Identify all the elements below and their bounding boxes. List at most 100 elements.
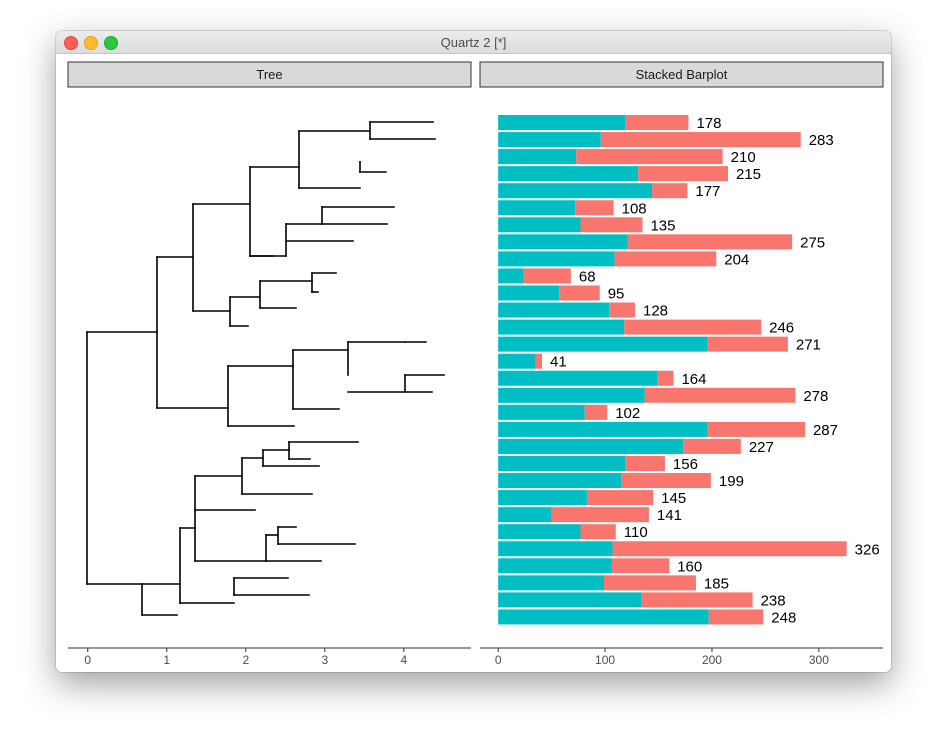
barplot-x-tick-label: 0 — [495, 653, 502, 667]
bar-segment-b — [614, 251, 717, 267]
maximize-icon[interactable] — [104, 36, 118, 50]
tree-strip-title: Tree — [256, 67, 282, 82]
bar-segment-b — [638, 166, 728, 182]
bar-total-label: 102 — [615, 405, 640, 422]
bar-segment-b — [584, 404, 608, 420]
bar-segment-a — [498, 490, 587, 506]
bar-segment-a — [498, 558, 612, 574]
barplot-strip-title: Stacked Barplot — [636, 67, 728, 82]
tree-x-tick-label: 0 — [84, 653, 91, 667]
tree-x-tick-label: 4 — [400, 653, 407, 667]
bar-total-label: 156 — [673, 456, 698, 473]
bar-segment-a — [498, 456, 626, 471]
bar-segment-a — [498, 234, 628, 250]
tree-strip — [67, 61, 472, 88]
bar-total-label: 177 — [695, 183, 720, 200]
bar-segment-b — [551, 507, 649, 523]
bar-total-label: 145 — [661, 490, 686, 507]
bar-total-label: 135 — [650, 217, 675, 234]
bar-total-label: 210 — [731, 149, 756, 166]
bar-total-label: 128 — [643, 303, 668, 320]
bar-segment-a — [498, 166, 639, 182]
bar-total-label: 238 — [761, 592, 786, 609]
bar-segment-b — [604, 575, 696, 591]
bar-total-label: 108 — [622, 200, 647, 217]
bar-total-label: 246 — [769, 320, 794, 337]
bar-segment-a — [498, 319, 625, 335]
tree-panel: Tree 0 1 2 3 4 — [67, 61, 472, 667]
bar-segment-b — [624, 319, 762, 335]
bar-segment-a — [498, 421, 708, 437]
bar-segment-a — [498, 524, 581, 540]
bar-segment-a — [498, 370, 658, 386]
tree-x-tick-label: 3 — [321, 653, 328, 667]
barplot-x-tick-label: 200 — [702, 653, 722, 667]
bar-segment-a — [498, 149, 577, 165]
bar-total-label: 68 — [579, 268, 596, 285]
bar-segment-a — [498, 336, 708, 352]
bar-segment-a — [498, 353, 536, 369]
bar-total-label: 283 — [809, 132, 834, 149]
bar-segment-a — [498, 302, 610, 318]
bar-segment-b — [580, 524, 616, 540]
bar-segment-b — [586, 490, 654, 506]
bar-segment-b — [657, 370, 674, 386]
barplot-x-tick-label: 300 — [809, 653, 829, 667]
bar-segment-a — [498, 438, 684, 454]
bar-total-label: 178 — [696, 115, 721, 132]
bar-segment-b — [612, 541, 847, 557]
bar-segment-a — [498, 251, 615, 267]
bar-segment-b — [559, 285, 600, 301]
bar-segment-b — [621, 473, 711, 489]
bar-total-label: 278 — [803, 388, 828, 405]
bar-segment-b — [575, 200, 614, 216]
title-bar[interactable]: Quartz 2 [*] — [56, 31, 891, 54]
bar-total-label: 326 — [855, 541, 880, 558]
bar-segment-b — [576, 149, 723, 165]
bar-segment-b — [523, 268, 571, 284]
bar-segment-a — [498, 387, 645, 403]
bar-segment-a — [498, 183, 653, 199]
bar-total-label: 41 — [550, 354, 567, 371]
bar-segment-b — [535, 353, 542, 369]
bar-segment-a — [498, 473, 622, 489]
bar-segment-a — [498, 285, 560, 301]
bar-total-label: 287 — [813, 422, 838, 439]
bar-segment-b — [644, 387, 796, 403]
bar-total-label: 141 — [657, 507, 682, 524]
bar-segment-b — [600, 132, 801, 148]
bar-segment-a — [498, 541, 613, 557]
window-title: Quartz 2 [*] — [440, 35, 507, 50]
bar-segment-b — [609, 302, 635, 318]
bar-segment-a — [498, 575, 604, 591]
bar-total-label: 227 — [749, 439, 774, 456]
barplot-strip — [479, 61, 884, 88]
bar-segment-b — [707, 336, 788, 352]
bar-total-label: 248 — [771, 609, 796, 626]
bar-total-label: 160 — [677, 558, 702, 575]
bar-segment-a — [498, 115, 626, 130]
bar-segment-a — [498, 217, 581, 233]
bar-segment-a — [498, 268, 524, 284]
bar-total-label: 204 — [724, 251, 749, 268]
close-icon[interactable] — [64, 36, 78, 50]
bar-total-label: 185 — [704, 575, 729, 592]
bar-segment-b — [611, 558, 670, 574]
bar-total-label: 271 — [796, 337, 821, 354]
bar-total-label: 215 — [736, 166, 761, 183]
bar-total-label: 110 — [624, 524, 648, 541]
tree-x-tick-label: 1 — [163, 653, 170, 667]
bar-total-label: 164 — [681, 371, 706, 388]
bar-segment-a — [498, 609, 709, 625]
bar-total-label: 95 — [608, 286, 625, 303]
bar-segment-a — [498, 132, 601, 148]
minimize-icon[interactable] — [84, 36, 98, 50]
bar-total-label: 199 — [719, 473, 744, 490]
quartz-window: Quartz 2 [*] Tree 0 1 2 3 4 Stacked Barplot 17… — [56, 31, 891, 672]
barplot-x-tick-label: 100 — [595, 653, 615, 667]
bar-segment-a — [498, 507, 552, 523]
tree-x-tick-label: 2 — [242, 653, 249, 667]
bar-segment-a — [498, 200, 576, 216]
